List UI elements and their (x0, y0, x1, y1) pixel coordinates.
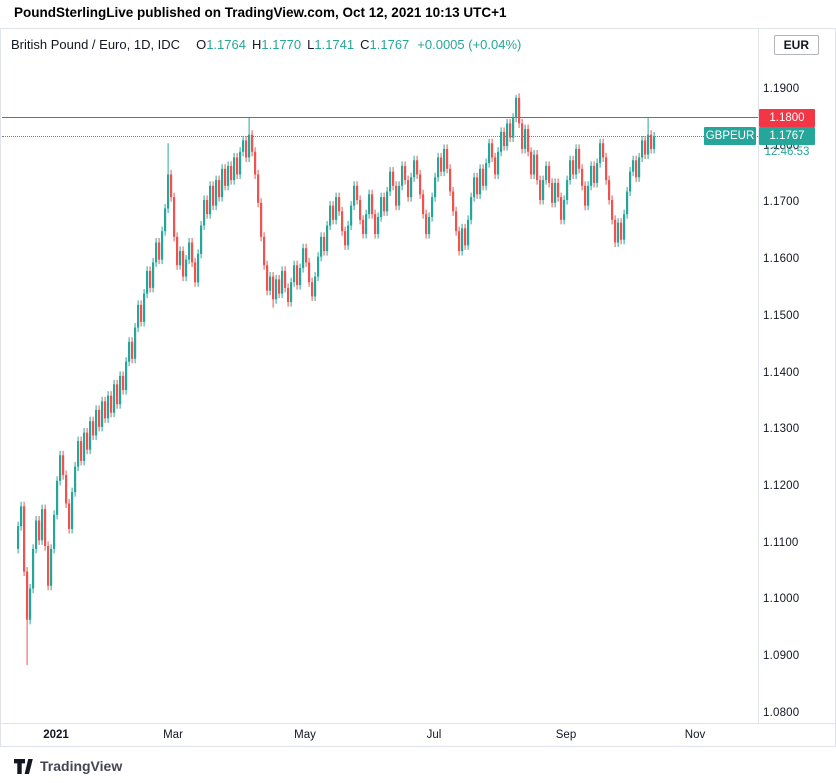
y-tick: 1.1400 (763, 367, 800, 379)
y-tick: 1.0900 (763, 650, 800, 662)
ohlc-high-label: H (251, 37, 262, 52)
tradingview-logo-icon (14, 758, 33, 775)
chart-widget: British Pound / Euro, 1D, IDC O1.1764 H1.1… (0, 28, 836, 747)
last-price-tag: 1.1767 (759, 127, 815, 146)
y-tick: 1.1700 (763, 196, 800, 208)
y-tick: 1.1100 (763, 537, 799, 549)
price-axis-divider (758, 29, 759, 723)
ohlc-low-value: 1.1741 (314, 37, 355, 52)
x-tick: Jul (426, 729, 442, 741)
last-price-line (2, 136, 758, 138)
bar-countdown: 12:46:53 (764, 146, 810, 159)
ohlc-high-value: 1.1770 (261, 37, 302, 52)
change-value: +0.0005 (+0.04%) (417, 37, 522, 52)
ohlc-close-value: 1.1767 (369, 37, 410, 52)
price-axis-currency: EUR (773, 35, 819, 55)
page-title: PoundSterlingLive published on TradingVi… (14, 5, 507, 20)
ohlc-low-label: L (307, 37, 315, 52)
x-tick-year: 2021 (43, 729, 69, 741)
x-tick: Nov (684, 729, 706, 741)
y-tick: 1.1500 (763, 310, 800, 322)
x-tick: Mar (163, 729, 183, 741)
resistance-line[interactable] (2, 116, 758, 118)
y-tick: 1.0800 (763, 707, 800, 719)
x-tick: Sep (555, 729, 577, 741)
resistance-price-tag: 1.1800 (759, 108, 815, 127)
x-tick: May (294, 729, 316, 741)
chart-legend: British Pound / Euro, 1D, IDC O1.1764 H1.1… (11, 37, 521, 52)
ohlc-close-label: C (360, 37, 370, 52)
y-tick: 1.1200 (763, 480, 800, 492)
y-tick: 1.1900 (763, 83, 800, 95)
ohlc-open-label: O (196, 37, 207, 52)
y-tick: 1.1300 (763, 423, 800, 435)
tradingview-brand[interactable]: TradingView (14, 754, 122, 778)
symbol-tag: GBPEUR (704, 127, 756, 146)
ohlc-open-value: 1.1764 (206, 37, 246, 52)
tradingview-brand-label: TradingView (40, 758, 123, 774)
y-tick: 1.1000 (763, 593, 800, 605)
y-tick: 1.1600 (763, 253, 800, 265)
symbol-title: British Pound / Euro, 1D, IDC (11, 37, 181, 52)
time-axis-divider (1, 723, 836, 724)
